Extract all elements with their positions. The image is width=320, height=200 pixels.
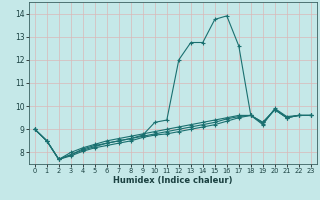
X-axis label: Humidex (Indice chaleur): Humidex (Indice chaleur) bbox=[113, 176, 233, 185]
